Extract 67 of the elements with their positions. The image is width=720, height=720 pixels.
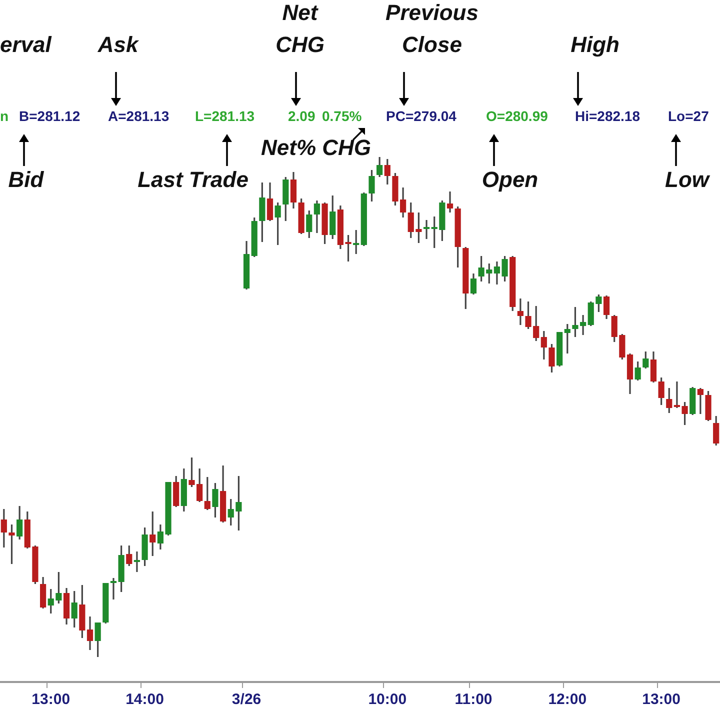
x-tick-label: 13:00 <box>642 691 680 708</box>
candlestick <box>517 298 524 326</box>
candlestick <box>306 210 312 239</box>
candlestick <box>446 190 454 214</box>
candlestick <box>173 475 180 508</box>
candlestick <box>8 524 15 565</box>
candlestick <box>634 360 641 382</box>
x-tick-label: 10:00 <box>368 691 407 708</box>
annotation: Bid <box>8 167 44 192</box>
candlestick <box>603 294 610 320</box>
text: B=281.12 <box>19 108 80 124</box>
candlestick <box>110 577 117 600</box>
candlestick <box>666 387 672 414</box>
candlestick <box>658 376 664 406</box>
candlestick <box>713 415 720 446</box>
candlestick <box>0 508 7 548</box>
candlestick <box>697 387 704 415</box>
x-tick-label: 3/26 <box>232 691 262 708</box>
candlestick <box>330 194 336 240</box>
candlestick <box>71 590 78 628</box>
candlestick <box>423 219 430 240</box>
annotation: Open <box>482 167 538 192</box>
text: Ask <box>96 32 140 57</box>
candlestick <box>212 482 218 518</box>
text: A=281.13 <box>108 108 170 124</box>
candlestick <box>266 182 274 222</box>
candlestick <box>94 622 101 658</box>
x-tick-label: 14:00 <box>126 691 164 708</box>
candlestick <box>548 343 555 374</box>
candlestick <box>86 616 94 651</box>
candlestick <box>290 171 297 210</box>
annotation: Net% CHG <box>260 135 372 160</box>
candlestick <box>314 200 320 234</box>
candlestick <box>150 510 156 557</box>
text: O=280.99 <box>486 108 548 124</box>
text: Net CHG <box>276 0 324 57</box>
candlestick <box>540 330 547 360</box>
x-tick-label: 13:00 <box>32 691 70 708</box>
text: PC=279.04 <box>386 108 457 124</box>
candlestick <box>126 544 132 567</box>
candlestick <box>134 550 140 573</box>
text: High <box>570 32 620 57</box>
candlestick <box>259 182 266 243</box>
candlestick <box>204 476 210 511</box>
text: L=281.13 <box>195 108 255 124</box>
text: erval <box>0 32 52 57</box>
text: n <box>0 108 9 124</box>
candlestick <box>274 202 281 246</box>
candlestick <box>564 323 570 354</box>
annotation: Low <box>665 167 711 192</box>
candlestick <box>650 350 657 384</box>
x-tick-label: 12:00 <box>548 691 587 708</box>
candlestick <box>16 505 23 540</box>
candlestick <box>384 158 390 186</box>
candlestick <box>470 272 477 296</box>
candlestick <box>40 576 46 610</box>
text: Hi=282.18 <box>575 108 640 124</box>
candlestick <box>642 350 649 370</box>
text: 0.75% <box>322 108 362 124</box>
x-tick-label: 11:00 <box>454 691 492 708</box>
annotation: Last Trade <box>138 167 248 192</box>
candlestick <box>368 169 375 202</box>
candlestick <box>376 156 383 178</box>
text: Lo=27 <box>668 108 710 124</box>
candlestick <box>353 229 360 255</box>
text: Previous Close <box>386 0 478 57</box>
text: 2.09 <box>288 108 316 124</box>
